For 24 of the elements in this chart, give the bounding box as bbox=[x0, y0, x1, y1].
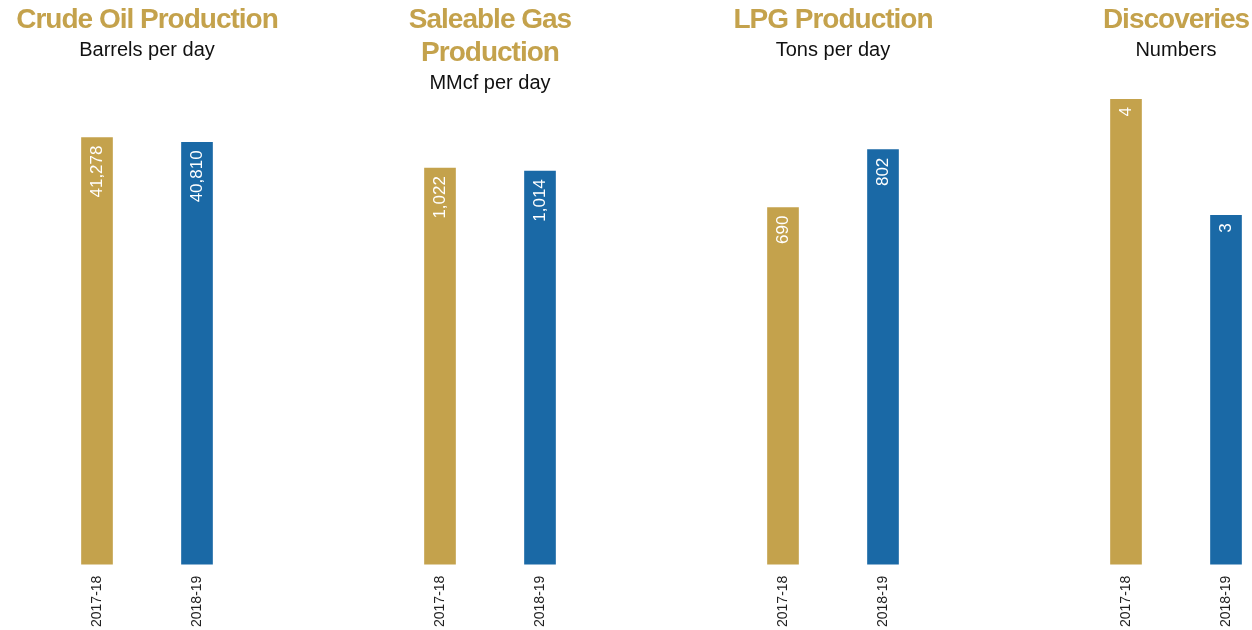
chart-subtitle: Barrels per day bbox=[78, 37, 216, 62]
chart-title: Saleable Gas Production bbox=[407, 2, 573, 68]
data-label: 1,022 bbox=[429, 176, 449, 219]
chart-title: Crude Oil Production bbox=[15, 2, 279, 35]
data-label: 4 bbox=[1115, 107, 1135, 117]
data-label: 3 bbox=[1215, 223, 1235, 233]
x-tick-label: 2018-19 bbox=[1216, 575, 1233, 628]
data-label: 690 bbox=[772, 215, 792, 245]
chart-subtitle: Numbers bbox=[1134, 37, 1218, 62]
chart-title: LPG Production bbox=[732, 2, 934, 35]
data-label: 802 bbox=[872, 157, 892, 187]
x-tick-label: 2017-18 bbox=[1116, 575, 1133, 628]
chart-title: Discoveries bbox=[1101, 2, 1251, 35]
chart-subtitle: Tons per day bbox=[774, 37, 892, 62]
x-tick-label: 2017-18 bbox=[430, 575, 447, 628]
chart-subtitle: MMcf per day bbox=[428, 70, 552, 95]
data-label: 41,278 bbox=[86, 145, 106, 198]
x-tick-label: 2018-19 bbox=[530, 575, 547, 628]
x-tick-label: 2018-19 bbox=[187, 575, 204, 628]
x-tick-label: 2018-19 bbox=[873, 575, 890, 628]
data-label: 40,810 bbox=[186, 150, 206, 203]
x-tick-label: 2017-18 bbox=[773, 575, 790, 628]
x-tick-label: 2017-18 bbox=[87, 575, 104, 628]
data-label: 1,014 bbox=[529, 179, 549, 222]
